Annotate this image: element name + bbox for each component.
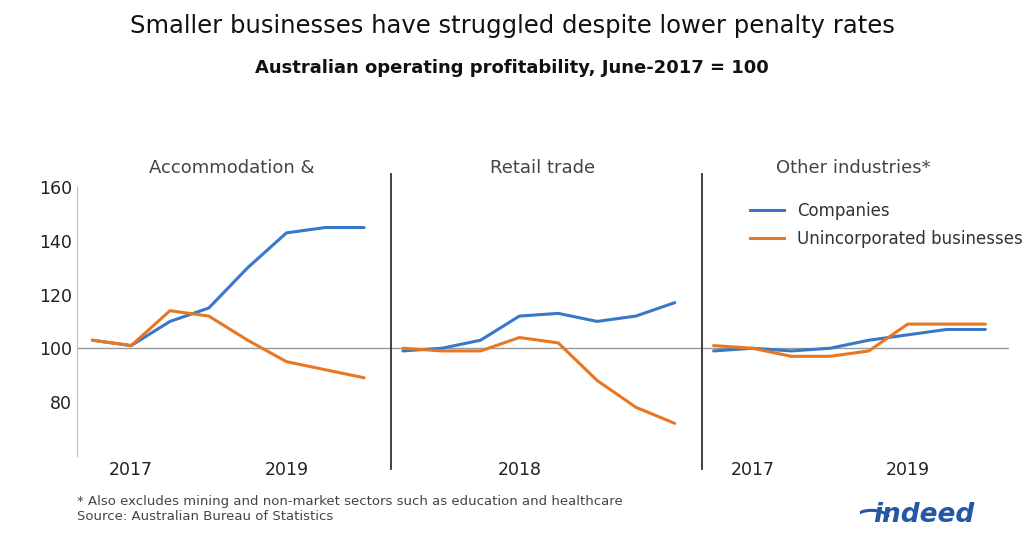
Text: Smaller businesses have struggled despite lower penalty rates: Smaller businesses have struggled despit… [130,14,894,38]
Legend: Companies, Unincorporated businesses: Companies, Unincorporated businesses [743,196,1024,255]
Text: * Also excludes mining and non-market sectors such as education and healthcare
S: * Also excludes mining and non-market se… [77,495,623,523]
Text: Accommodation &: Accommodation & [150,159,314,177]
Text: Australian operating profitability, June-2017 = 100: Australian operating profitability, June… [255,59,769,77]
Text: Other industries*: Other industries* [776,159,931,177]
Text: Retail trade: Retail trade [490,159,595,177]
Text: indeed: indeed [873,502,975,528]
